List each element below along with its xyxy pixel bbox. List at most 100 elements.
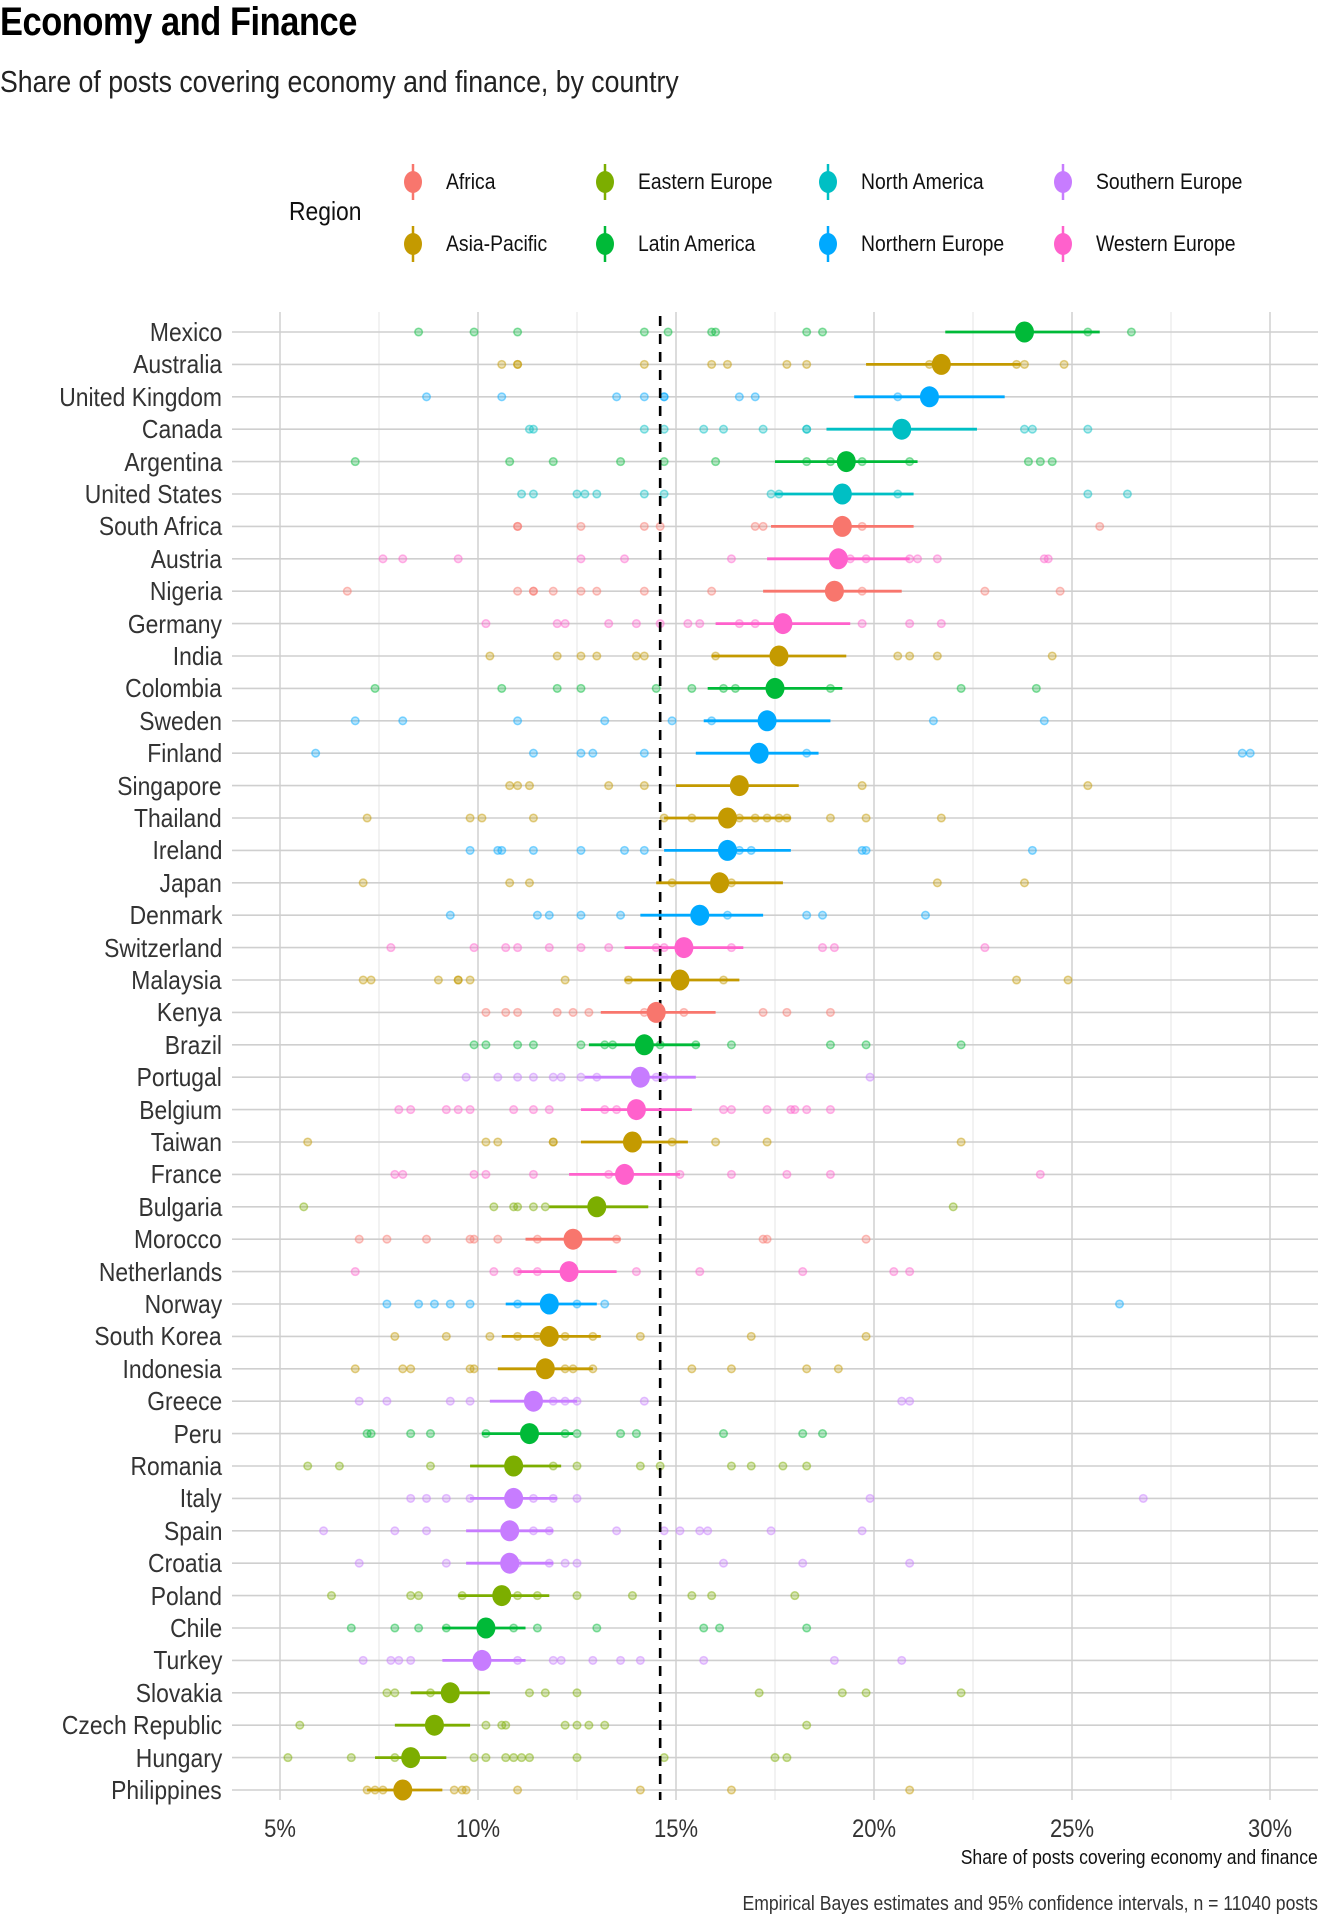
estimate-point-argentina [836,451,856,473]
raw-point-thailand [936,813,946,823]
legend-item-north-america: North America [813,162,1000,202]
raw-point-greece [382,1396,392,1406]
estimate-point-spain [500,1520,520,1542]
raw-point-india [932,651,942,661]
estimate-point-united-states [832,483,852,505]
raw-point-canada [718,424,729,434]
raw-point-peru [817,1429,828,1439]
raw-point-hungary [481,1753,491,1763]
raw-point-mexico [513,327,523,337]
raw-point-croatia [718,1558,729,1568]
raw-point-canada [699,424,709,434]
raw-point-norway [382,1299,392,1309]
raw-point-south-korea [861,1331,871,1341]
raw-point-malaysia [453,975,463,985]
raw-point-italy [1138,1493,1148,1503]
raw-point-germany [604,619,614,629]
raw-point-chile [390,1623,400,1633]
legend-item-southern-europe: Southern Europe [1048,162,1262,202]
raw-point-denmark [544,910,554,920]
x-axis-title: Share of posts covering economy and fina… [960,1847,1318,1869]
raw-point-thailand [528,813,538,823]
estimate-point-slovakia [440,1682,460,1704]
raw-point-indonesia [350,1364,360,1374]
raw-point-malaysia [366,975,376,985]
raw-point-taiwan [711,1137,721,1147]
raw-point-indonesia [465,1364,475,1374]
estimate-point-denmark [690,904,710,926]
raw-point-australia [497,359,507,369]
estimate-point-netherlands [559,1261,579,1283]
raw-point-india [1047,651,1057,661]
y-tick-label-india: India [172,641,222,671]
raw-point-nigeria [342,586,352,596]
raw-point-italy [865,1493,875,1503]
raw-point-austria [1039,554,1049,564]
raw-point-colombia [956,683,966,693]
x-tick-label: 5% [264,1815,296,1843]
raw-point-south-africa [750,521,760,531]
raw-point-netherlands [695,1267,705,1277]
raw-point-kenya [825,1007,835,1017]
raw-point-sweden [1039,716,1049,726]
raw-point-morocco [382,1234,392,1244]
raw-point-australia [639,359,649,369]
raw-point-hungary [782,1753,792,1763]
raw-point-spain [659,1526,669,1536]
raw-point-taiwan [493,1137,503,1147]
raw-point-netherlands [489,1267,499,1277]
y-tick-label-nigeria: Nigeria [149,576,222,607]
y-tick-label-australia: Australia [132,349,222,380]
legend-key-icon [813,224,843,264]
raw-point-india [552,651,562,661]
estimate-point-singapore [729,775,749,797]
raw-point-austria [576,554,586,564]
y-tick-label-united-states: United States [84,479,222,509]
raw-point-malaysia [1012,975,1022,985]
raw-point-austria [913,554,923,564]
raw-point-philippines [635,1785,645,1795]
raw-point-finland [1237,748,1247,758]
raw-point-czech-republic [497,1720,507,1730]
raw-point-hungary [524,1753,535,1763]
raw-point-austria [619,554,630,564]
raw-point-argentina [711,457,721,467]
legend-label: Asia-Pacific [446,231,548,256]
raw-point-austria [932,554,942,564]
raw-point-australia [707,359,717,369]
raw-point-germany [560,619,570,629]
raw-point-singapore [513,781,523,791]
estimate-point-bulgaria [587,1196,607,1218]
raw-point-sweden [350,716,360,726]
estimate-point-philippines [393,1779,413,1801]
raw-point-peru [366,1429,376,1439]
raw-point-argentina [659,457,669,467]
y-tick-label-argentina: Argentina [124,446,222,477]
raw-point-colombia [576,683,586,693]
estimate-point-indonesia [535,1358,555,1380]
raw-point-spain [703,1526,713,1536]
raw-point-hungary [469,1753,479,1763]
estimate-point-sweden [757,710,777,732]
raw-point-colombia [370,683,380,693]
raw-point-united-kingdom [750,392,760,402]
raw-point-united-states [592,489,602,499]
raw-point-belgium [509,1105,519,1115]
y-tick-label-singapore: Singapore [117,770,222,801]
y-tick-label-germany: Germany [127,608,222,639]
estimate-point-croatia [500,1552,520,1574]
raw-point-south-korea [441,1331,451,1341]
raw-point-germany [683,619,693,629]
raw-point-bulgaria [509,1202,519,1212]
raw-point-austria [398,554,408,564]
raw-point-belgium [718,1105,729,1115]
raw-point-morocco [469,1234,479,1244]
y-tick-label-ireland: Ireland [152,835,222,866]
raw-point-india [905,651,915,661]
raw-point-malaysia [560,975,570,985]
legend-key-icon [1048,224,1078,264]
raw-point-greece [639,1396,649,1406]
raw-point-taiwan [956,1137,966,1147]
y-tick-label-taiwan: Taiwan [150,1127,222,1157]
raw-point-thailand [825,813,835,823]
